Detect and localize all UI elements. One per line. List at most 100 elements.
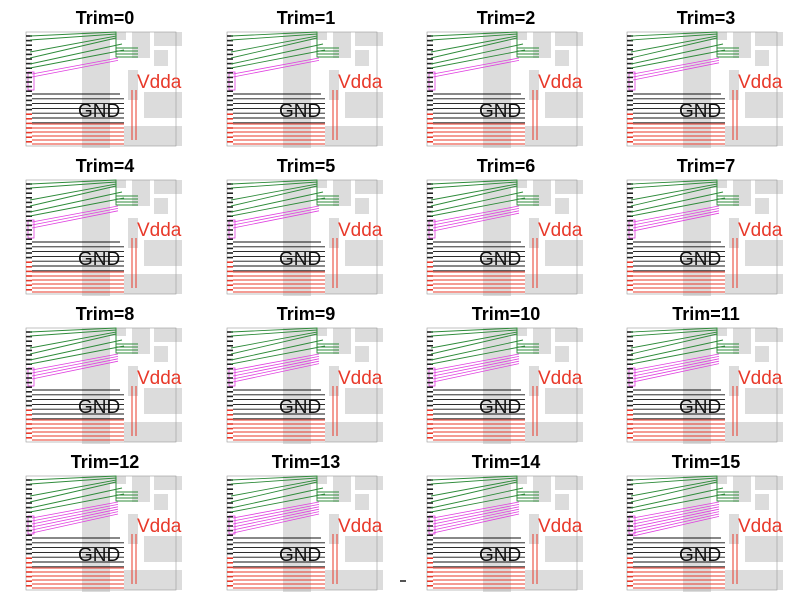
trim-trace — [31, 508, 119, 528]
gnd-label: GND — [679, 545, 722, 566]
shaded-block — [729, 514, 739, 544]
shaded-block — [533, 32, 551, 58]
trim-trace — [432, 205, 520, 223]
shaded-block — [154, 494, 168, 510]
shaded-block — [333, 32, 351, 58]
shaded-block — [533, 180, 551, 206]
shaded-block — [511, 328, 527, 336]
shaded-block — [711, 180, 727, 188]
shaded-block — [733, 328, 751, 354]
layout-outline — [626, 31, 778, 147]
vdda-label: Vdda — [738, 72, 783, 93]
trim-trace — [432, 60, 520, 78]
layout-drawing — [626, 179, 783, 296]
panel-title: Trim=7 — [676, 156, 736, 176]
shaded-block — [725, 422, 783, 442]
shaded-block — [555, 32, 583, 46]
shaded-block — [329, 218, 339, 248]
metal-gap — [341, 362, 371, 366]
trim-trace — [432, 504, 520, 522]
upper-trace — [430, 185, 539, 207]
shaded-block — [345, 536, 383, 562]
vdda-label: Vdda — [137, 72, 182, 93]
shaded-block — [729, 218, 739, 248]
shaded-block — [545, 388, 583, 414]
trim-trace — [432, 511, 520, 531]
upper-trace — [430, 49, 526, 69]
metal-gap — [120, 356, 126, 392]
metal-gap — [721, 60, 727, 96]
upper-trace — [29, 345, 125, 365]
vdda-label: Vdda — [137, 220, 182, 241]
gnd-label: GND — [479, 545, 522, 566]
trim-trace — [232, 504, 320, 522]
trim-trace — [232, 501, 320, 519]
shaded-block — [144, 240, 182, 266]
trim-panel: Trim=9 GND Vdda — [221, 304, 391, 444]
trim-trace — [232, 508, 320, 528]
layout-drawing — [626, 475, 783, 592]
trim-trace — [632, 356, 720, 374]
shaded-block — [333, 476, 351, 502]
upper-trace — [430, 37, 539, 59]
vdda-label: Vdda — [738, 220, 783, 241]
gnd-label: GND — [279, 545, 322, 566]
panel-title: Trim=6 — [476, 156, 536, 176]
metal-gap — [741, 510, 771, 514]
shaded-block — [733, 32, 751, 58]
trim-trace — [632, 504, 720, 522]
upper-trace — [230, 37, 339, 59]
gnd-label: GND — [479, 397, 522, 418]
trim-panel: Trim=12 GND Vdda — [20, 452, 190, 592]
shaded-block — [525, 274, 583, 294]
upper-trace — [230, 191, 324, 213]
trim-trace — [232, 210, 320, 229]
panel-title: Trim=2 — [476, 8, 536, 28]
trim-panel: Trim=11 GND Vdda — [621, 304, 791, 444]
shaded-block — [745, 240, 783, 266]
shaded-block — [154, 328, 182, 342]
upper-trace — [29, 43, 123, 65]
shaded-block — [154, 198, 168, 214]
shaded-block — [124, 274, 182, 294]
trim-trace — [31, 360, 119, 380]
shaded-block — [311, 476, 327, 484]
trim-trace — [632, 205, 720, 223]
shaded-block — [144, 536, 182, 562]
upper-trace — [630, 185, 739, 207]
panel-title: Trim=12 — [70, 452, 140, 472]
trim-trace — [632, 501, 720, 519]
shaded-block — [525, 422, 583, 442]
shaded-block — [132, 180, 150, 206]
shaded-block — [725, 274, 783, 294]
upper-trace — [430, 333, 539, 355]
shaded-block — [128, 70, 138, 100]
gnd-label: GND — [679, 397, 722, 418]
trim-trace — [432, 57, 520, 75]
shaded-block — [355, 328, 383, 342]
trim-panel: Trim=3 GND Vdda — [621, 8, 791, 148]
trim-trace — [632, 208, 720, 226]
panel-title: Trim=5 — [276, 156, 336, 176]
trim-trace — [432, 506, 520, 525]
layout-drawing — [25, 475, 182, 592]
shaded-block — [329, 366, 339, 396]
shaded-block — [325, 274, 383, 294]
shaded-block — [311, 328, 327, 336]
upper-trace — [630, 345, 726, 365]
shaded-block — [525, 570, 583, 590]
trim-trace — [632, 57, 720, 75]
trim-trace — [632, 516, 720, 537]
gnd-label: GND — [679, 101, 722, 122]
shaded-block — [529, 218, 539, 248]
upper-trace — [29, 487, 123, 509]
upper-trace — [630, 333, 739, 355]
shaded-block — [745, 92, 783, 118]
trim-trace — [232, 360, 320, 380]
upper-trace — [430, 339, 524, 361]
layout-drawing — [226, 327, 383, 444]
shaded-block — [154, 180, 182, 194]
layout-outline — [426, 179, 578, 295]
shaded-block — [755, 50, 769, 66]
